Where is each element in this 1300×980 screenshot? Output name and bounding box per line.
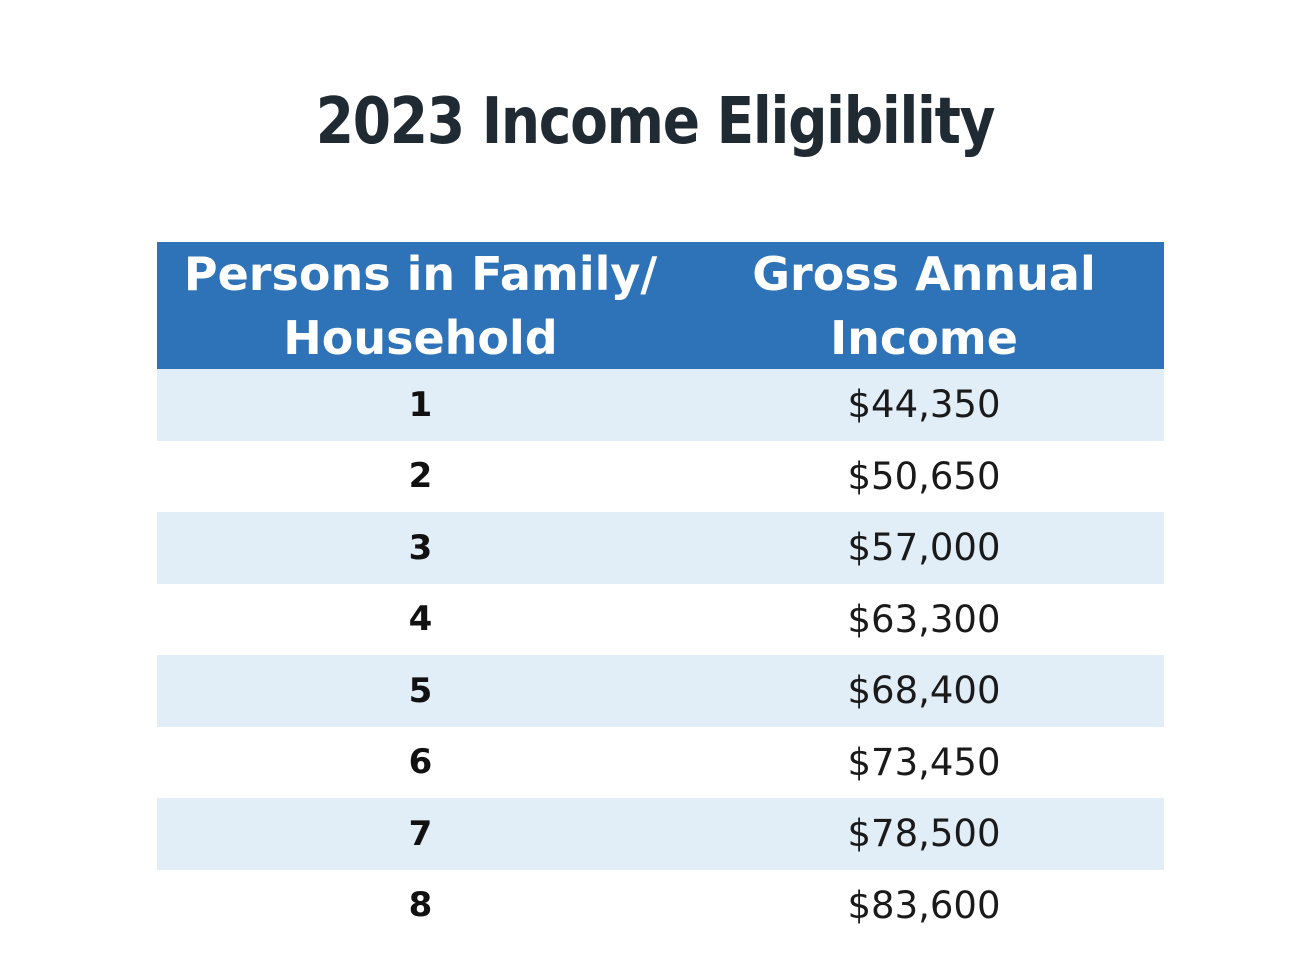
persons-cell: 8 [408, 885, 433, 926]
income-cell: $83,600 [847, 883, 1001, 927]
table-row: 5 $68,400 [157, 655, 1164, 727]
income-cell: $44,350 [847, 383, 1001, 427]
page-title: 2023 Income Eligibility [315, 85, 996, 159]
table-row: 4 $63,300 [157, 584, 1164, 656]
income-cell: $63,300 [847, 597, 1001, 641]
income-cell: $57,000 [847, 526, 1001, 570]
table-header: Persons in Family/ Household Gross Annua… [157, 242, 1164, 369]
persons-cell: 2 [408, 456, 433, 497]
persons-cell: 3 [408, 527, 433, 568]
table-row: 8 $83,600 [157, 870, 1164, 942]
header-income: Gross Annual Income [684, 242, 1164, 369]
table-row: 6 $73,450 [157, 727, 1164, 799]
persons-cell: 4 [408, 599, 433, 640]
income-cell: $50,650 [847, 454, 1001, 498]
header-persons: Persons in Family/ Household [157, 242, 684, 369]
income-cell: $73,450 [847, 740, 1001, 784]
table-row: 7 $78,500 [157, 798, 1164, 870]
header-persons-line1: Persons in Family/ [183, 246, 658, 301]
persons-cell: 1 [408, 384, 433, 425]
persons-cell: 6 [408, 742, 433, 783]
table-row: 3 $57,000 [157, 512, 1164, 584]
header-income-line2: Income [830, 310, 1018, 365]
income-cell: $68,400 [847, 669, 1001, 713]
table-row: 2 $50,650 [157, 441, 1164, 513]
persons-cell: 5 [408, 670, 433, 711]
table-row: 1 $44,350 [157, 369, 1164, 441]
header-income-line1: Gross Annual [752, 246, 1096, 301]
header-persons-line2: Household [283, 310, 558, 365]
persons-cell: 7 [408, 813, 433, 854]
income-eligibility-table: Persons in Family/ Household Gross Annua… [157, 242, 1164, 941]
income-cell: $78,500 [847, 812, 1001, 856]
